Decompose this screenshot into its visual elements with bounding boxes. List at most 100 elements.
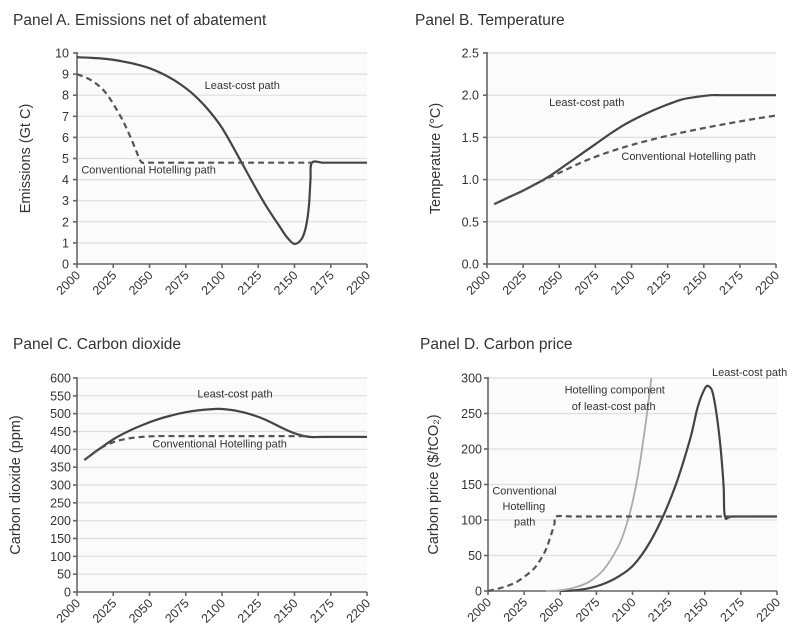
x-tick-label: 2125 bbox=[235, 596, 265, 626]
x-tick-label: 2200 bbox=[754, 595, 784, 625]
y-tick-label: 450 bbox=[50, 425, 71, 439]
x-tick-label: 2100 bbox=[199, 268, 229, 298]
y-tick-label: 200 bbox=[461, 443, 482, 457]
x-tick-label: 2050 bbox=[126, 596, 156, 626]
y-tick-label: 1 bbox=[62, 236, 69, 250]
plot-area bbox=[487, 53, 776, 264]
y-tick-label: 50 bbox=[468, 549, 482, 563]
y-tick-label: 50 bbox=[57, 568, 71, 582]
x-tick-label: 2075 bbox=[572, 268, 602, 298]
x-tick-label: 2150 bbox=[271, 596, 301, 626]
x-tick-label: 2050 bbox=[537, 595, 567, 625]
annotation-label: Hotelling bbox=[502, 501, 545, 513]
x-tick-label: 2150 bbox=[680, 268, 710, 298]
y-tick-label: 250 bbox=[50, 496, 71, 510]
annotation-label: Conventional bbox=[492, 485, 556, 497]
x-tick-label: 2025 bbox=[500, 268, 530, 298]
x-tick-label: 2125 bbox=[235, 268, 265, 298]
y-tick-label: 2 bbox=[62, 215, 69, 229]
series-conventional-hotelling-path bbox=[493, 114, 777, 206]
x-tick-label: 2000 bbox=[54, 268, 84, 298]
annotation-label: Least-cost path bbox=[197, 389, 272, 401]
y-tick-label: 600 bbox=[50, 372, 71, 386]
x-tick-label: 2200 bbox=[344, 268, 374, 298]
annotation-label: Least-cost path bbox=[549, 97, 624, 109]
y-tick-label: 1.0 bbox=[462, 173, 479, 187]
x-tick-label: 2075 bbox=[162, 268, 192, 298]
x-tick-label: 2200 bbox=[753, 268, 783, 298]
annotation-label: Conventional Hotelling path bbox=[152, 439, 287, 451]
x-tick-label: 2075 bbox=[573, 595, 603, 625]
x-tick-label: 2125 bbox=[645, 595, 675, 625]
x-tick-label: 2100 bbox=[608, 268, 638, 298]
y-axis-label: Temperature (°C) bbox=[428, 103, 444, 214]
panel-title: Panel D. Carbon price bbox=[420, 336, 573, 353]
y-tick-label: 0 bbox=[64, 586, 71, 600]
annotation-label: Hotelling component bbox=[565, 385, 665, 397]
series-least-cost-path bbox=[83, 407, 367, 461]
panel-title: Panel A. Emissions net of abatement bbox=[13, 12, 267, 29]
y-tick-label: 1.5 bbox=[462, 131, 479, 145]
x-tick-label: 2000 bbox=[464, 268, 494, 298]
series-least-cost-path bbox=[493, 93, 776, 206]
y-tick-label: 150 bbox=[461, 478, 482, 492]
x-tick-label: 2000 bbox=[465, 595, 495, 625]
x-tick-label: 2025 bbox=[501, 595, 531, 625]
x-tick-label: 2150 bbox=[681, 595, 711, 625]
y-tick-label: 7 bbox=[62, 110, 69, 124]
panel-a: Panel A. Emissions net of abatement 0 1 2 3 4… bbox=[13, 12, 373, 298]
x-tick-label: 2050 bbox=[126, 268, 156, 298]
y-tick-label: 3 bbox=[62, 194, 69, 208]
y-tick-label: 350 bbox=[50, 461, 71, 475]
y-tick-label: 0.5 bbox=[462, 215, 479, 229]
annotation-label: Conventional Hotelling path bbox=[621, 151, 756, 163]
x-tick-label: 2050 bbox=[536, 268, 566, 298]
y-tick-label: 100 bbox=[50, 550, 71, 564]
panel-d: Panel D. Carbon price 0 50 100 150 200 250 300 2… bbox=[420, 336, 787, 625]
annotation-label: Conventional Hotelling path bbox=[81, 164, 216, 176]
x-tick-label: 2075 bbox=[162, 596, 192, 626]
y-tick-label: 550 bbox=[50, 389, 71, 403]
y-tick-label: 10 bbox=[55, 47, 69, 61]
annotation-label: path bbox=[514, 517, 535, 529]
panel-title: Panel C. Carbon dioxide bbox=[13, 336, 181, 353]
x-tick-label: 2025 bbox=[90, 268, 120, 298]
y-tick-label: 0 bbox=[62, 258, 69, 272]
y-tick-label: 9 bbox=[62, 68, 69, 82]
series-conventional-hotelling-path bbox=[487, 514, 777, 593]
x-tick-label: 2025 bbox=[90, 596, 120, 626]
y-tick-label: 5 bbox=[62, 152, 69, 166]
x-tick-label: 2000 bbox=[54, 596, 84, 626]
x-tick-label: 2150 bbox=[271, 268, 301, 298]
x-tick-label: 2100 bbox=[609, 595, 639, 625]
annotation-label: Least-cost path bbox=[712, 367, 787, 379]
y-tick-label: 6 bbox=[62, 131, 69, 145]
y-tick-label: 200 bbox=[50, 514, 71, 528]
y-tick-label: 4 bbox=[62, 173, 69, 187]
series-least-cost-path bbox=[560, 384, 777, 593]
x-tick-label: 2125 bbox=[644, 268, 674, 298]
x-tick-label: 2175 bbox=[716, 268, 746, 298]
y-tick-label: 500 bbox=[50, 407, 71, 421]
y-axis-label: Emissions (Gt C) bbox=[18, 104, 34, 214]
y-tick-label: 150 bbox=[50, 532, 71, 546]
y-axis-label: Carbon dioxide (ppm) bbox=[8, 415, 24, 554]
annotation-label: Least-cost path bbox=[205, 80, 280, 92]
y-tick-label: 2.5 bbox=[462, 47, 479, 61]
y-tick-label: 8 bbox=[62, 89, 69, 103]
y-tick-label: 400 bbox=[50, 443, 71, 457]
x-tick-label: 2100 bbox=[199, 596, 229, 626]
y-tick-label: 0 bbox=[475, 585, 482, 599]
series-hotelling-component-of-least-cost-path bbox=[545, 377, 653, 592]
panel-c: Panel C. Carbon dioxide 0 50 100 150 200 250 30… bbox=[8, 336, 373, 626]
x-tick-label: 2175 bbox=[307, 268, 337, 298]
annotation-label: of least-cost path bbox=[572, 401, 656, 413]
y-tick-label: 300 bbox=[461, 372, 482, 386]
y-axis-label: Carbon price ($/tCO₂) bbox=[426, 414, 442, 554]
y-tick-label: 100 bbox=[461, 514, 482, 528]
y-tick-label: 300 bbox=[50, 479, 71, 493]
x-tick-label: 2200 bbox=[344, 596, 374, 626]
y-tick-label: 2.0 bbox=[462, 89, 479, 103]
series-conventional-hotelling-path bbox=[83, 434, 309, 461]
